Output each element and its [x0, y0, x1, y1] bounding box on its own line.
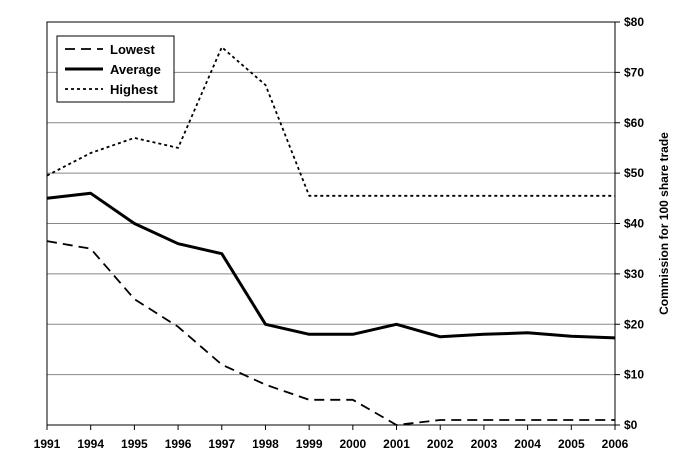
- x-tick-label: 1991: [34, 437, 61, 451]
- legend-label: Lowest: [110, 42, 155, 57]
- x-tick-label: 1994: [77, 437, 104, 451]
- x-tick-label: 2000: [339, 437, 366, 451]
- legend-label: Highest: [110, 82, 158, 97]
- x-tick-label: 1999: [296, 437, 323, 451]
- y-tick-label: $40: [624, 217, 644, 231]
- x-tick-label: 1995: [121, 437, 148, 451]
- x-tick-label: 2006: [602, 437, 629, 451]
- y-tick-label: $10: [624, 368, 644, 382]
- y-axis-ticks: $0 $10 $20 $30 $40 $50 $60 $70 $80: [615, 15, 644, 432]
- series-line-highest: [46, 46, 615, 197]
- x-tick-label: 2004: [514, 437, 541, 451]
- legend: Lowest Average Highest: [56, 35, 175, 103]
- series-line-lowest: [46, 240, 615, 426]
- x-tick-label: 2001: [383, 437, 410, 451]
- y-tick-label: $50: [624, 166, 644, 180]
- x-tick-label: 2005: [558, 437, 585, 451]
- x-tick-label: 1998: [252, 437, 279, 451]
- y-tick-label: $0: [624, 418, 638, 432]
- y-tick-label: $60: [624, 116, 644, 130]
- y-axis-title: Commission for 100 share trade: [657, 132, 671, 315]
- y-tick-label: $70: [624, 65, 644, 79]
- legend-label: Average: [110, 62, 161, 77]
- x-axis-ticks: 1991 1994 1995 1996 1997 1998 1999 2000 2001 2002…: [34, 425, 629, 451]
- y-tick-label: $20: [624, 317, 644, 331]
- series-lines: [46, 46, 616, 426]
- x-tick-label: 2002: [427, 437, 454, 451]
- y-tick-label: $80: [624, 15, 644, 29]
- y-tick-label: $30: [624, 267, 644, 281]
- x-tick-label: 2003: [471, 437, 498, 451]
- x-tick-label: 1996: [165, 437, 192, 451]
- x-tick-label: 1997: [208, 437, 235, 451]
- series-line-average: [46, 191, 616, 340]
